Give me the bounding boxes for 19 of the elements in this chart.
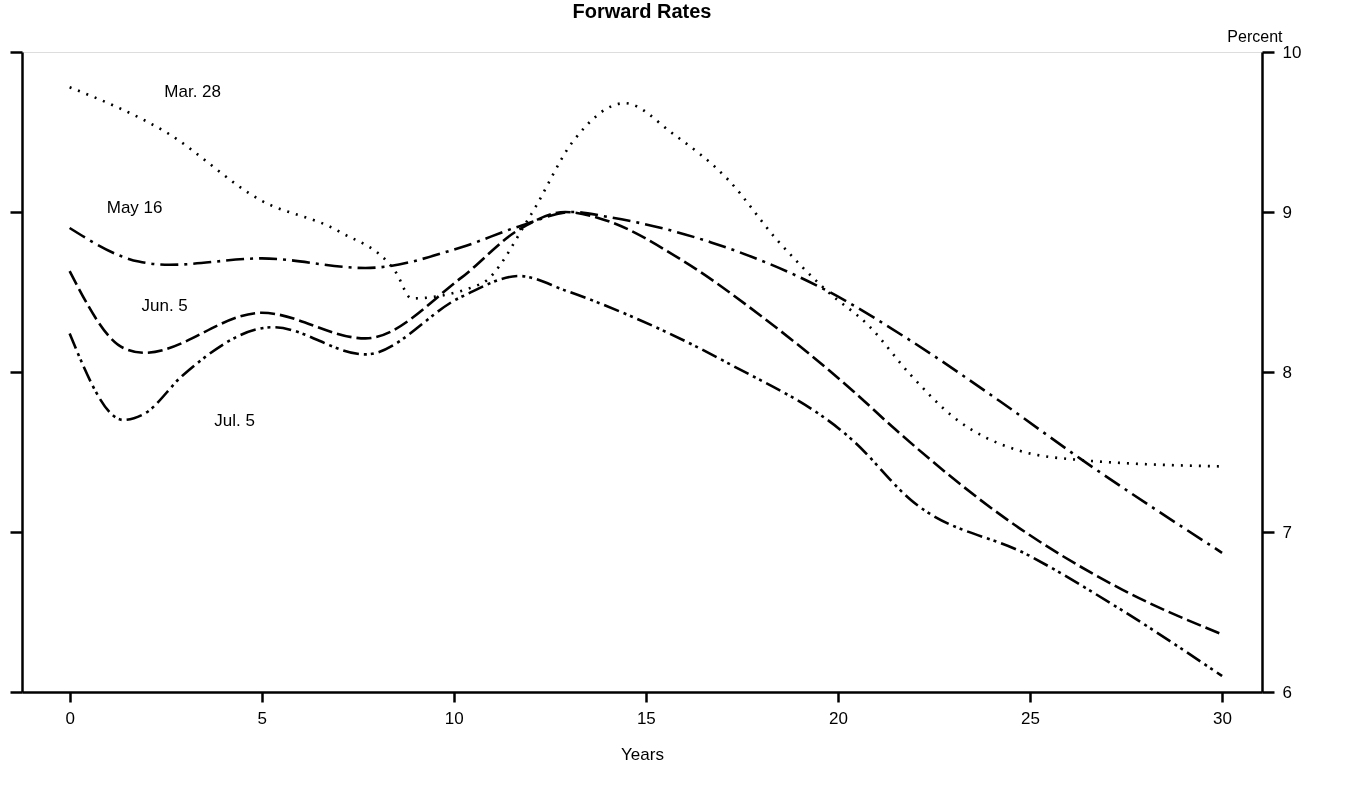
x-tick-label: 30 bbox=[1213, 708, 1233, 728]
chart-title: Forward Rates bbox=[572, 0, 712, 22]
x-tick-label: 25 bbox=[1021, 708, 1040, 728]
y-tick-label: 9 bbox=[1282, 202, 1292, 222]
y-tick-label: 10 bbox=[1282, 42, 1302, 62]
y-tick-label: 8 bbox=[1282, 362, 1292, 382]
x-tick-label: 15 bbox=[636, 708, 656, 728]
x-tick-label: 20 bbox=[828, 708, 848, 728]
y-tick-label: 7 bbox=[1282, 522, 1292, 542]
x-tick-label: 10 bbox=[444, 708, 464, 728]
x-tick-label: 5 bbox=[257, 708, 267, 728]
series-label: Jun. 5 bbox=[141, 296, 188, 316]
text: Jul. 5 bbox=[214, 410, 255, 430]
series-label: May 16 bbox=[106, 198, 163, 217]
y-axis-title: Percent bbox=[1227, 27, 1284, 45]
x-axis-title: Years bbox=[621, 744, 664, 764]
x-tick-label: 0 bbox=[65, 708, 75, 728]
y-tick-label: 6 bbox=[1282, 682, 1292, 702]
series-label: Mar. 28 bbox=[164, 82, 221, 102]
